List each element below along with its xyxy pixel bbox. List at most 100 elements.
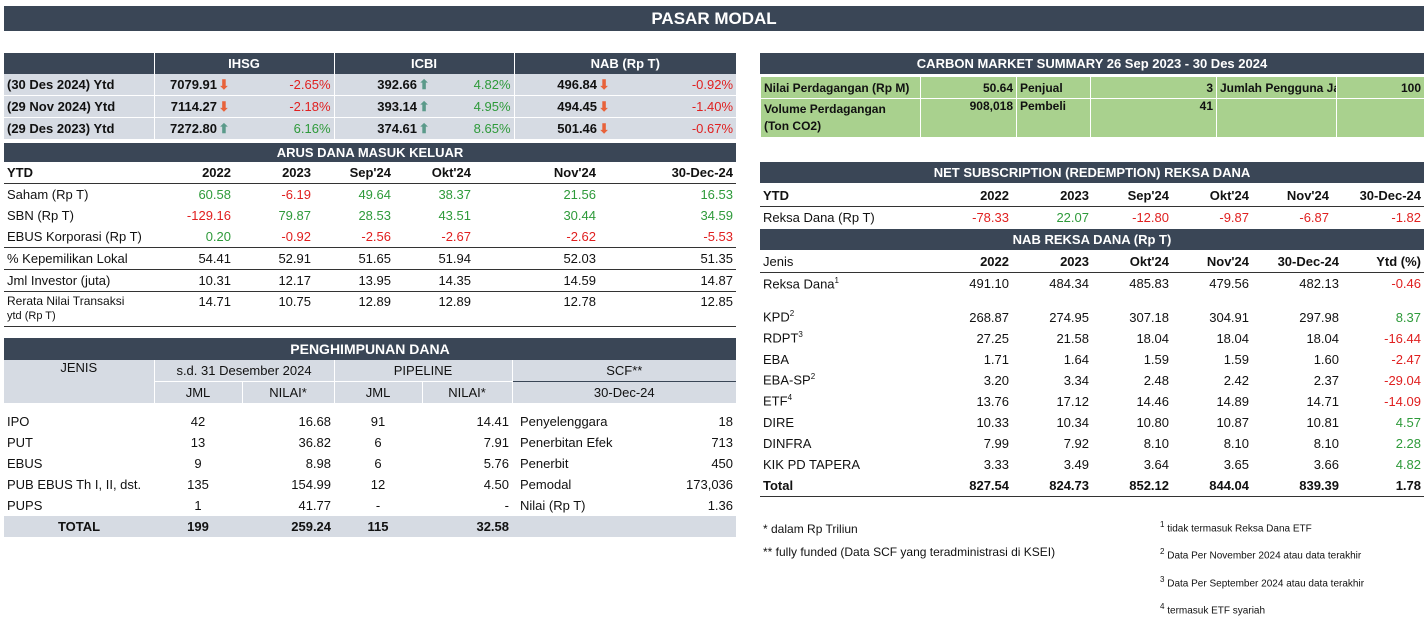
- netsub-row-label: Reksa Dana (Rp T): [763, 210, 875, 225]
- arrow-down-icon: ⬇: [598, 120, 610, 136]
- arus-title-bar: ARUS DANA MASUK KELUAR: [4, 143, 736, 162]
- arrow-up-icon: ⬆: [418, 76, 430, 92]
- nabrd-row: DIRE 10.33 10.34 10.80 10.87 10.81 4.57: [760, 412, 1424, 433]
- nabrd-value: 13.76: [976, 393, 1009, 409]
- netsub-row: Reksa Dana (Rp T) -78.33 22.07 -12.80 -9.87…: [760, 207, 1424, 229]
- arus-value: 10.31: [198, 273, 231, 288]
- nabrd-row-label-text: KPD: [763, 309, 790, 325]
- arus-value: 12.17: [278, 273, 311, 288]
- nabrd-header-dec24: 30-Dec-24: [1277, 254, 1339, 269]
- nabrd-row: EBA 1.71 1.64 1.59 1.59 1.60 -2.47: [760, 349, 1424, 370]
- arus-value: 34.59: [700, 208, 733, 223]
- nabrd-value: 3.49: [1063, 456, 1089, 472]
- indices-table: IHSG ICBI NAB (Rp T) (30 Des 2024) Ytd 70…: [4, 53, 737, 140]
- penghimpunan-nilai: 154.99: [291, 477, 332, 492]
- index-value: 494.45 ⬇: [513, 95, 615, 118]
- nabrd-value: 10.81: [1306, 414, 1339, 430]
- scf-value: 1.36: [707, 498, 734, 513]
- index-row: (30 Des 2024) Ytd 7079.91 ⬇ -2.65% 392.66 ⬆ 4.…: [4, 74, 737, 96]
- carbon-volume-label-line2: (Ton CO2): [764, 119, 822, 133]
- nabrd-row-label-text: KIK PD TAPERA: [763, 456, 861, 472]
- scf-label: Penerbitan Efek: [520, 435, 613, 450]
- scf-label: Penyelenggara: [520, 414, 608, 429]
- carbon-title: CARBON MARKET SUMMARY 26 Sep 2023 - 30 D…: [916, 56, 1268, 71]
- scf-label: Nilai (Rp T): [520, 498, 586, 513]
- nabrd-row-label: Reksa Dana1: [760, 273, 910, 307]
- nabrd-value: 3.66: [1313, 456, 1339, 472]
- nabrd-value: 482.13: [1299, 276, 1339, 291]
- penghimpunan-total-jml: 199: [187, 519, 209, 534]
- arus-value: -2.67: [441, 229, 471, 244]
- nabrd-value: 3.64: [1143, 456, 1169, 472]
- nabrd-title-bar: NAB REKSA DANA (Rp T): [760, 229, 1424, 250]
- arus-value: 28.53: [358, 208, 391, 223]
- penghimpunan-pipeline-jml: 6: [374, 456, 382, 471]
- nabrd-row-label: EBA: [760, 349, 910, 370]
- arus-rerata-value: 12.78: [563, 294, 596, 309]
- nabrd-value: 1.59: [1223, 351, 1249, 367]
- nabrd-value: 2.48: [1143, 372, 1169, 388]
- carbon-nilai-value: 50.64: [920, 76, 1017, 99]
- penghimpunan-header-jenis: JENIS: [4, 360, 155, 403]
- netsub-title-bar: NET SUBSCRIPTION (REDEMPTION) REKSA DANA: [760, 162, 1424, 183]
- arus-header-dec24: 30-Dec-24: [671, 165, 733, 180]
- footnote-text: Data Per November 2024 atau data terakhi…: [1164, 550, 1362, 562]
- arus-value: 30.44: [563, 208, 596, 223]
- arus-header-sep24: Sep'24: [349, 165, 391, 180]
- arus-row: % Kepemilikan Lokal 54.41 52.91 51.65 51.94 5…: [4, 248, 736, 270]
- index-row-label: (29 Des 2023) Ytd: [7, 121, 115, 136]
- nabrd-row-label: ETF4: [760, 391, 910, 412]
- netsub-value: -6.87: [1299, 210, 1329, 225]
- arus-value: 52.91: [278, 251, 311, 266]
- arus-rerata-value: 12.89: [358, 294, 391, 309]
- nabrd-value: 491.10: [969, 276, 1009, 291]
- nabrd-value: 307.18: [1129, 309, 1169, 325]
- index-change-percent: 4.82%: [473, 77, 511, 92]
- indices-panel: IHSG ICBI NAB (Rp T) (30 Des 2024) Ytd 70…: [4, 53, 737, 140]
- netsub-value: 22.07: [1056, 210, 1089, 225]
- note-left-1: * dalam Rp Triliun: [763, 522, 858, 536]
- arus-title: ARUS DANA MASUK KELUAR: [276, 145, 464, 160]
- page-title-bar: PASAR MODAL: [4, 6, 1424, 31]
- arus-row-label: SBN (Rp T): [7, 208, 74, 223]
- footnote-marker: 2: [789, 309, 795, 319]
- carbon-penjual-value: 3: [1090, 76, 1217, 99]
- footnote-marker: 2: [1160, 547, 1165, 557]
- penghimpunan-header-jml: JML: [154, 381, 243, 403]
- carbon-table: Nilai Perdagangan (Rp M) 50.64 Penjual 3…: [760, 76, 1425, 138]
- arus-row-label: Jml Investor (juta): [7, 273, 111, 288]
- nabrd-value: 7.99: [983, 435, 1009, 451]
- nabrd-value: 14.46: [1136, 393, 1169, 409]
- nabrd-value: -14.09: [1384, 393, 1421, 409]
- netsub-table: YTD 2022 2023 Sep'24 Okt'24 Nov'24 30-De…: [760, 185, 1424, 228]
- arus-value: -5.53: [703, 229, 733, 244]
- nabrd-value: 3.33: [983, 456, 1009, 472]
- nabrd-value: 1.71: [983, 351, 1009, 367]
- nabrd-header-ytd: Ytd (%): [1376, 254, 1421, 269]
- penghimpunan-pipeline-nilai: 5.76: [483, 456, 510, 471]
- penghimpunan-table: JENIS s.d. 31 Desember 2024 PIPELINE SCF…: [4, 360, 737, 537]
- header-icbi: ICBI: [333, 53, 515, 74]
- nabrd-total-value: 1.78: [1395, 477, 1421, 493]
- penghimpunan-header-pipeline-jml: JML: [334, 381, 423, 403]
- arus-header-nov24: Nov'24: [553, 165, 596, 180]
- nabrd-row-label-text: Reksa Dana: [763, 276, 835, 292]
- arus-value: 14.35: [438, 273, 471, 288]
- carbon-pengguna-label: Jumlah Pengguna Jasa: [1216, 76, 1337, 99]
- netsub-value: -1.82: [1391, 210, 1421, 225]
- arus-value: 16.53: [700, 187, 733, 202]
- nabrd-header-jenis: Jenis: [763, 254, 794, 269]
- arus-header-ytd: YTD: [7, 165, 33, 180]
- header-nab: NAB (Rp T): [513, 53, 737, 74]
- penghimpunan-nilai: 8.98: [305, 456, 332, 471]
- arus-value: 14.87: [700, 273, 733, 288]
- indices-blank-header: [4, 53, 154, 74]
- nabrd-header-okt24: Okt'24: [1129, 254, 1169, 269]
- arus-value: 51.35: [700, 251, 733, 266]
- nabrd-value: 268.87: [969, 309, 1009, 325]
- nabrd-value: 297.98: [1299, 309, 1339, 325]
- arus-value: -6.19: [281, 187, 311, 202]
- nabrd-value: 8.10: [1143, 435, 1169, 451]
- penghimpunan-jml: 135: [187, 477, 209, 492]
- netsub-panel: YTD 2022 2023 Sep'24 Okt'24 Nov'24 30-De…: [760, 185, 1424, 228]
